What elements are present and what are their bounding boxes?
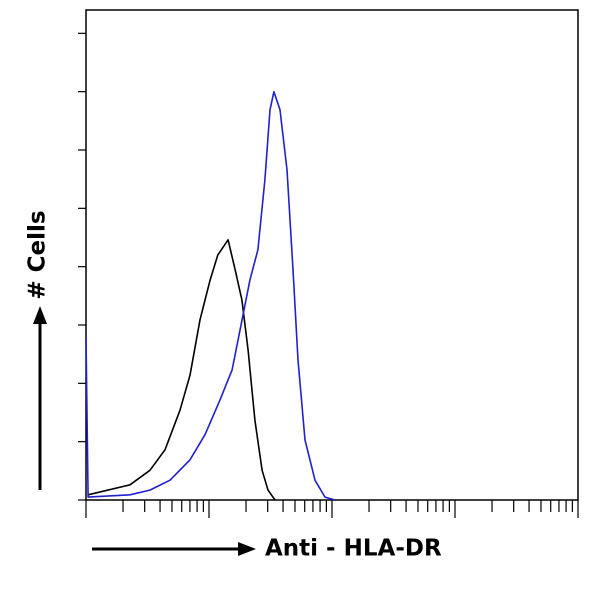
histogram-line (87, 239, 276, 501)
y-axis-label: # Cells (25, 210, 51, 299)
plot-frame (85, 9, 579, 501)
x-arrow-head (238, 542, 256, 556)
x-axis-label: Anti - HLA-DR (265, 536, 442, 562)
histogram-line (85, 90, 336, 501)
y-arrow-head (33, 306, 47, 324)
